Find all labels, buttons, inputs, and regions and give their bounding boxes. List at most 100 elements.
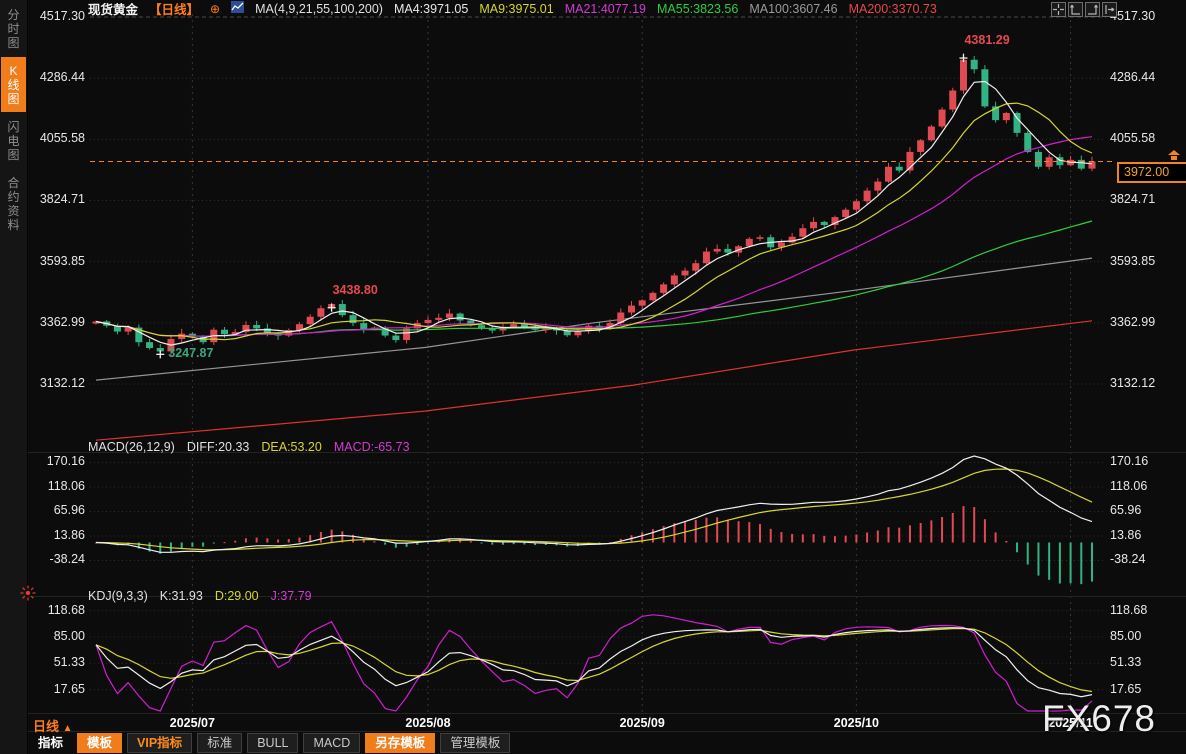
sidebar-item-char: 合 xyxy=(7,176,20,190)
ma-legend-item: MA200:3370.73 xyxy=(848,1,937,16)
price-axis-label-left: 3362.99 xyxy=(39,314,85,329)
plus-circle-icon[interactable]: ⊕ xyxy=(210,1,221,16)
fx678-watermark: FX678 xyxy=(1042,698,1157,739)
tab-indicator[interactable]: 指标 xyxy=(38,736,64,750)
price-up-arrow-icon xyxy=(1168,150,1180,161)
sidebar-item-char: 线 xyxy=(7,78,20,92)
x-axis-period-label[interactable]: 日线 ▲ xyxy=(33,719,73,734)
bottom-toolbar: 指标 模板 VIP指标 标准 BULL MACD 另存模板 管理模板 xyxy=(29,733,511,753)
kdj-axis-label-right: 118.68 xyxy=(1110,602,1148,617)
x-axis-date-label: 2025/10 xyxy=(833,716,879,730)
tab-macd[interactable]: MACD xyxy=(303,733,361,753)
price-annotation-3247.87: 3247.87 xyxy=(168,346,214,361)
kdj-axis-label-left: 51.33 xyxy=(53,655,85,670)
kdj-legend: KDJ(9,3,3) K:31.93 D:29.00 J:37.79 xyxy=(88,589,312,603)
ma-legend-item: MA21:4077.19 xyxy=(564,1,646,16)
kdj-axis-label-right: 51.33 xyxy=(1110,655,1142,670)
ma-legend-item: MA100:3607.46 xyxy=(749,1,838,16)
sidebar-item-char: K xyxy=(9,64,18,78)
sidebar-item-char: 图 xyxy=(7,36,20,50)
price-axis-label-left: 4517.30 xyxy=(39,9,85,23)
macd-legend-item: DIFF:20.33 xyxy=(186,440,250,454)
kdj-legend-item: K:31.93 xyxy=(159,589,203,603)
sidebar-item-char: 图 xyxy=(7,92,20,106)
axis-scale-left-icon[interactable] xyxy=(1068,2,1083,17)
pane-expand-icon[interactable] xyxy=(1102,2,1117,17)
price-axis-label-right: 3824.71 xyxy=(1110,192,1156,207)
sidebar-item-flash-chart[interactable]: 闪电图 xyxy=(1,113,26,168)
sidebar-item-char: 分 xyxy=(7,8,20,22)
kdj-axis-label-left: 17.65 xyxy=(53,681,85,696)
current-price-box: 3972.00 xyxy=(1117,162,1186,184)
macd-axis-label-left: -38.24 xyxy=(49,552,85,567)
macd-axis-label-left: 13.86 xyxy=(53,527,85,542)
kdj-legend-item: KDJ(9,3,3) xyxy=(88,589,148,603)
chart-header: 现货黄金 【日线】 ⊕ MA(4,9,21,55,100,200) MA4:3971.… xyxy=(88,1,948,17)
alert-sun-icon[interactable] xyxy=(20,585,36,601)
macd-axis-label-left: 170.16 xyxy=(46,454,85,469)
price-axis-label-right: 4055.58 xyxy=(1110,131,1156,146)
kdj-axis-label-left: 85.00 xyxy=(53,629,85,643)
price-axis-label-right: 3132.12 xyxy=(1110,375,1156,390)
mini-chart-icon[interactable] xyxy=(231,1,245,16)
price-axis-label-right: 3593.85 xyxy=(1110,253,1156,268)
tab-template[interactable]: 模板 xyxy=(77,733,123,753)
macd-axis-label-right: 13.86 xyxy=(1110,527,1142,542)
ma-legend: MA(4,9,21,55,100,200) MA4:3971.05 MA9:3975… xyxy=(255,2,948,16)
tab-standard[interactable]: 标准 xyxy=(197,733,243,753)
period-tag: 【日线】 xyxy=(149,3,200,17)
kdj-legend-item: D:29.00 xyxy=(214,589,259,603)
sidebar-item-char: 电 xyxy=(7,134,20,148)
tab-bull[interactable]: BULL xyxy=(247,733,299,753)
price-axis-label-right: 4286.44 xyxy=(1110,70,1156,85)
ma-legend-item: MA9:3975.01 xyxy=(479,1,554,16)
price-axis-label-left: 4286.44 xyxy=(39,70,85,85)
crosshair-icon[interactable] xyxy=(1051,2,1066,17)
sidebar-item-char: 闪 xyxy=(7,120,20,134)
sidebar-item-char: 料 xyxy=(7,218,20,232)
sidebar-item-timeshare-chart[interactable]: 分时图 xyxy=(1,1,26,56)
macd-axis-label-right: 118.06 xyxy=(1110,478,1148,493)
price-annotation-3438.80: 3438.80 xyxy=(332,282,378,297)
tab-save-template[interactable]: 另存模板 xyxy=(365,733,436,753)
macd-axis-label-right: 170.16 xyxy=(1110,454,1149,469)
price-axis-label-left: 3132.12 xyxy=(39,375,85,390)
price-axis-label-left: 3593.85 xyxy=(39,253,85,268)
x-axis-date-label: 2025/11 xyxy=(1048,716,1093,730)
ma-legend-item: MA55:3823.56 xyxy=(657,1,739,16)
tab-vip-indicator[interactable]: VIP指标 xyxy=(127,733,193,753)
kdj-legend-item: J:37.79 xyxy=(270,589,312,603)
kdj-axis-label-left: 118.68 xyxy=(47,602,85,617)
macd-axis-label-left: 118.06 xyxy=(47,478,85,493)
ma-legend-item: MA(4,9,21,55,100,200) xyxy=(255,1,383,16)
macd-legend: MACD(26,12,9) DIFF:20.33 DEA:53.20 MACD:-65… xyxy=(88,440,410,454)
sidebar-item-char: 资 xyxy=(7,204,20,218)
sidebar-item-contract-info[interactable]: 合约资料 xyxy=(1,169,26,238)
price-axis-label-right: 4517.30 xyxy=(1110,9,1156,23)
price-axis-label-right: 3362.99 xyxy=(1110,314,1156,329)
kdj-axis-label-right: 17.65 xyxy=(1110,681,1142,696)
sidebar-item-char: 图 xyxy=(7,148,20,162)
x-axis-date-label: 2025/08 xyxy=(405,716,451,730)
sidebar-item-char: 约 xyxy=(7,190,20,204)
macd-axis-label-right: 65.96 xyxy=(1110,503,1142,518)
sidebar-item-char: 时 xyxy=(7,22,20,36)
header-icon-toolbar xyxy=(1051,2,1117,17)
ma-legend-item: MA4:3971.05 xyxy=(393,1,469,16)
kdj-axis-label-right: 85.00 xyxy=(1110,629,1142,643)
x-axis-date-label: 2025/09 xyxy=(619,716,665,730)
price-axis-label-left: 4055.58 xyxy=(39,131,85,146)
macd-axis-label-right: -38.24 xyxy=(1110,552,1146,567)
x-axis-date-label: 2025/07 xyxy=(169,716,215,730)
macd-legend-item: MACD:-65.73 xyxy=(333,440,410,454)
price-axis-label-left: 3824.71 xyxy=(39,192,85,207)
tab-manage-template[interactable]: 管理模板 xyxy=(440,733,511,753)
macd-legend-item: MACD(26,12,9) xyxy=(88,440,175,454)
symbol-title: 现货黄金 xyxy=(88,3,139,17)
macd-axis-label-left: 65.96 xyxy=(53,503,85,518)
axis-scale-right-icon[interactable] xyxy=(1085,2,1100,17)
